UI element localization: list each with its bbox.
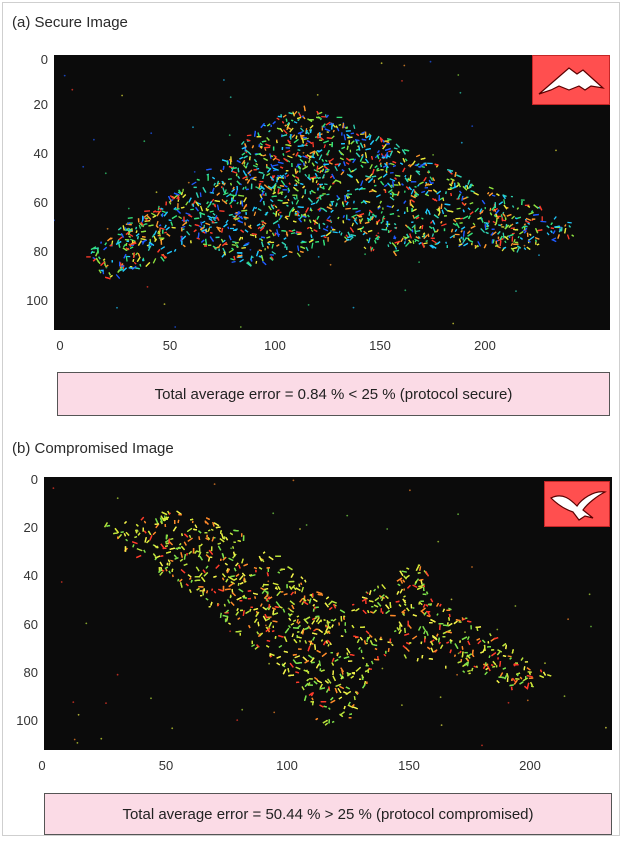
panel-b-xtick-200: 200 [519, 758, 541, 773]
panel-a-xtick-200: 200 [474, 338, 496, 353]
panel-a-ytick-40: 40 [33, 146, 48, 161]
panel-a-xtick-100: 100 [264, 338, 286, 353]
panel-b-ytick-40: 40 [23, 568, 38, 583]
panel-b-ytick-100: 100 [16, 713, 38, 728]
panel-a-result-text: Total average error = 0.84 % < 25 % (pro… [154, 385, 513, 403]
panel-b-result-box: Total average error = 50.44 % > 25 % (pr… [44, 793, 612, 835]
panel-b-title: (b) Compromised Image [12, 440, 174, 457]
panel-a-plot-svg [54, 60, 575, 328]
panel-a-ytick-80: 80 [33, 244, 48, 259]
panel-b-result-text: Total average error = 50.44 % > 25 % (pr… [122, 805, 534, 823]
stealth-bomber-icon [538, 67, 605, 95]
panel-a-result-box: Total average error = 0.84 % < 25 % (pro… [57, 372, 610, 416]
panel-b-plot-svg [52, 479, 607, 747]
panel-a-xtick-0: 0 [56, 338, 64, 353]
panel-a-title: (a) Secure Image [12, 14, 128, 31]
flying-bird-icon [549, 491, 607, 521]
panel-a-ytick-20: 20 [33, 97, 48, 112]
panel-b-inset [544, 481, 610, 527]
panel-b-scatter-plot [44, 477, 612, 750]
panel-b-ytick-0: 0 [30, 472, 38, 487]
panel-a-inset [532, 55, 610, 105]
panel-b-xtick-150: 150 [398, 758, 420, 773]
panel-a-ytick-0: 0 [40, 52, 48, 67]
panel-b-xtick-50: 50 [158, 758, 174, 773]
panel-a-xtick-50: 50 [162, 338, 178, 353]
panel-b-ytick-60: 60 [23, 617, 38, 632]
panel-b-ytick-80: 80 [23, 665, 38, 680]
panel-b-ytick-20: 20 [23, 520, 38, 535]
panel-a-scatter-plot [54, 55, 610, 330]
panel-a-xtick-150: 150 [369, 338, 391, 353]
panel-b-xtick-0: 0 [38, 758, 46, 773]
panel-a-ytick-60: 60 [33, 195, 48, 210]
panel-a-ytick-100: 100 [26, 293, 48, 308]
panel-b-xtick-100: 100 [276, 758, 298, 773]
